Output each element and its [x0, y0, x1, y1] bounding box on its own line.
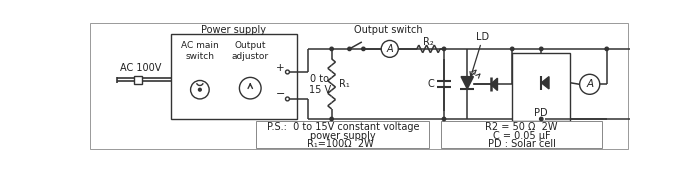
- Text: Output
adjustor: Output adjustor: [232, 41, 269, 61]
- Circle shape: [190, 80, 209, 99]
- Circle shape: [540, 117, 543, 121]
- Circle shape: [382, 40, 398, 57]
- Circle shape: [330, 47, 333, 51]
- Circle shape: [199, 88, 202, 91]
- Text: AC 100V: AC 100V: [120, 63, 161, 73]
- Text: 0 to
15 V: 0 to 15 V: [309, 73, 331, 95]
- Text: R2 = 50 Ω  2W: R2 = 50 Ω 2W: [485, 122, 558, 132]
- Bar: [256, 121, 428, 148]
- Circle shape: [605, 47, 608, 51]
- Circle shape: [442, 47, 446, 51]
- Polygon shape: [541, 77, 549, 89]
- Text: C: C: [427, 79, 434, 89]
- Circle shape: [286, 97, 289, 101]
- Bar: [441, 121, 602, 148]
- Text: PD : Solar cell: PD : Solar cell: [488, 139, 555, 149]
- Bar: [172, 34, 297, 119]
- Text: −: −: [276, 89, 285, 99]
- Circle shape: [362, 47, 365, 51]
- Text: P.S.:  0 to 15V constant voltage: P.S.: 0 to 15V constant voltage: [267, 122, 419, 132]
- Text: Power supply: Power supply: [202, 25, 267, 35]
- Text: LD: LD: [476, 32, 489, 42]
- Circle shape: [330, 117, 333, 121]
- Text: C = 0.05 μF: C = 0.05 μF: [493, 131, 550, 141]
- Text: power supply: power supply: [310, 131, 376, 141]
- Text: Output switch: Output switch: [354, 25, 423, 35]
- Circle shape: [239, 77, 261, 99]
- Text: AC main
switch: AC main switch: [181, 41, 218, 61]
- Polygon shape: [461, 77, 473, 89]
- Circle shape: [580, 74, 600, 94]
- Text: +: +: [276, 63, 285, 73]
- Text: PD: PD: [535, 108, 548, 118]
- Circle shape: [286, 70, 289, 74]
- Text: R₁: R₁: [340, 79, 350, 89]
- Text: R₁=100Ω  2W: R₁=100Ω 2W: [307, 139, 374, 149]
- Polygon shape: [491, 78, 498, 90]
- Circle shape: [510, 47, 514, 51]
- Bar: [134, 76, 141, 83]
- Circle shape: [540, 47, 543, 51]
- Text: R₂: R₂: [423, 37, 434, 47]
- Circle shape: [348, 47, 351, 51]
- Bar: [512, 53, 570, 121]
- Text: A: A: [386, 44, 393, 54]
- Text: A: A: [586, 79, 594, 89]
- Circle shape: [442, 117, 446, 121]
